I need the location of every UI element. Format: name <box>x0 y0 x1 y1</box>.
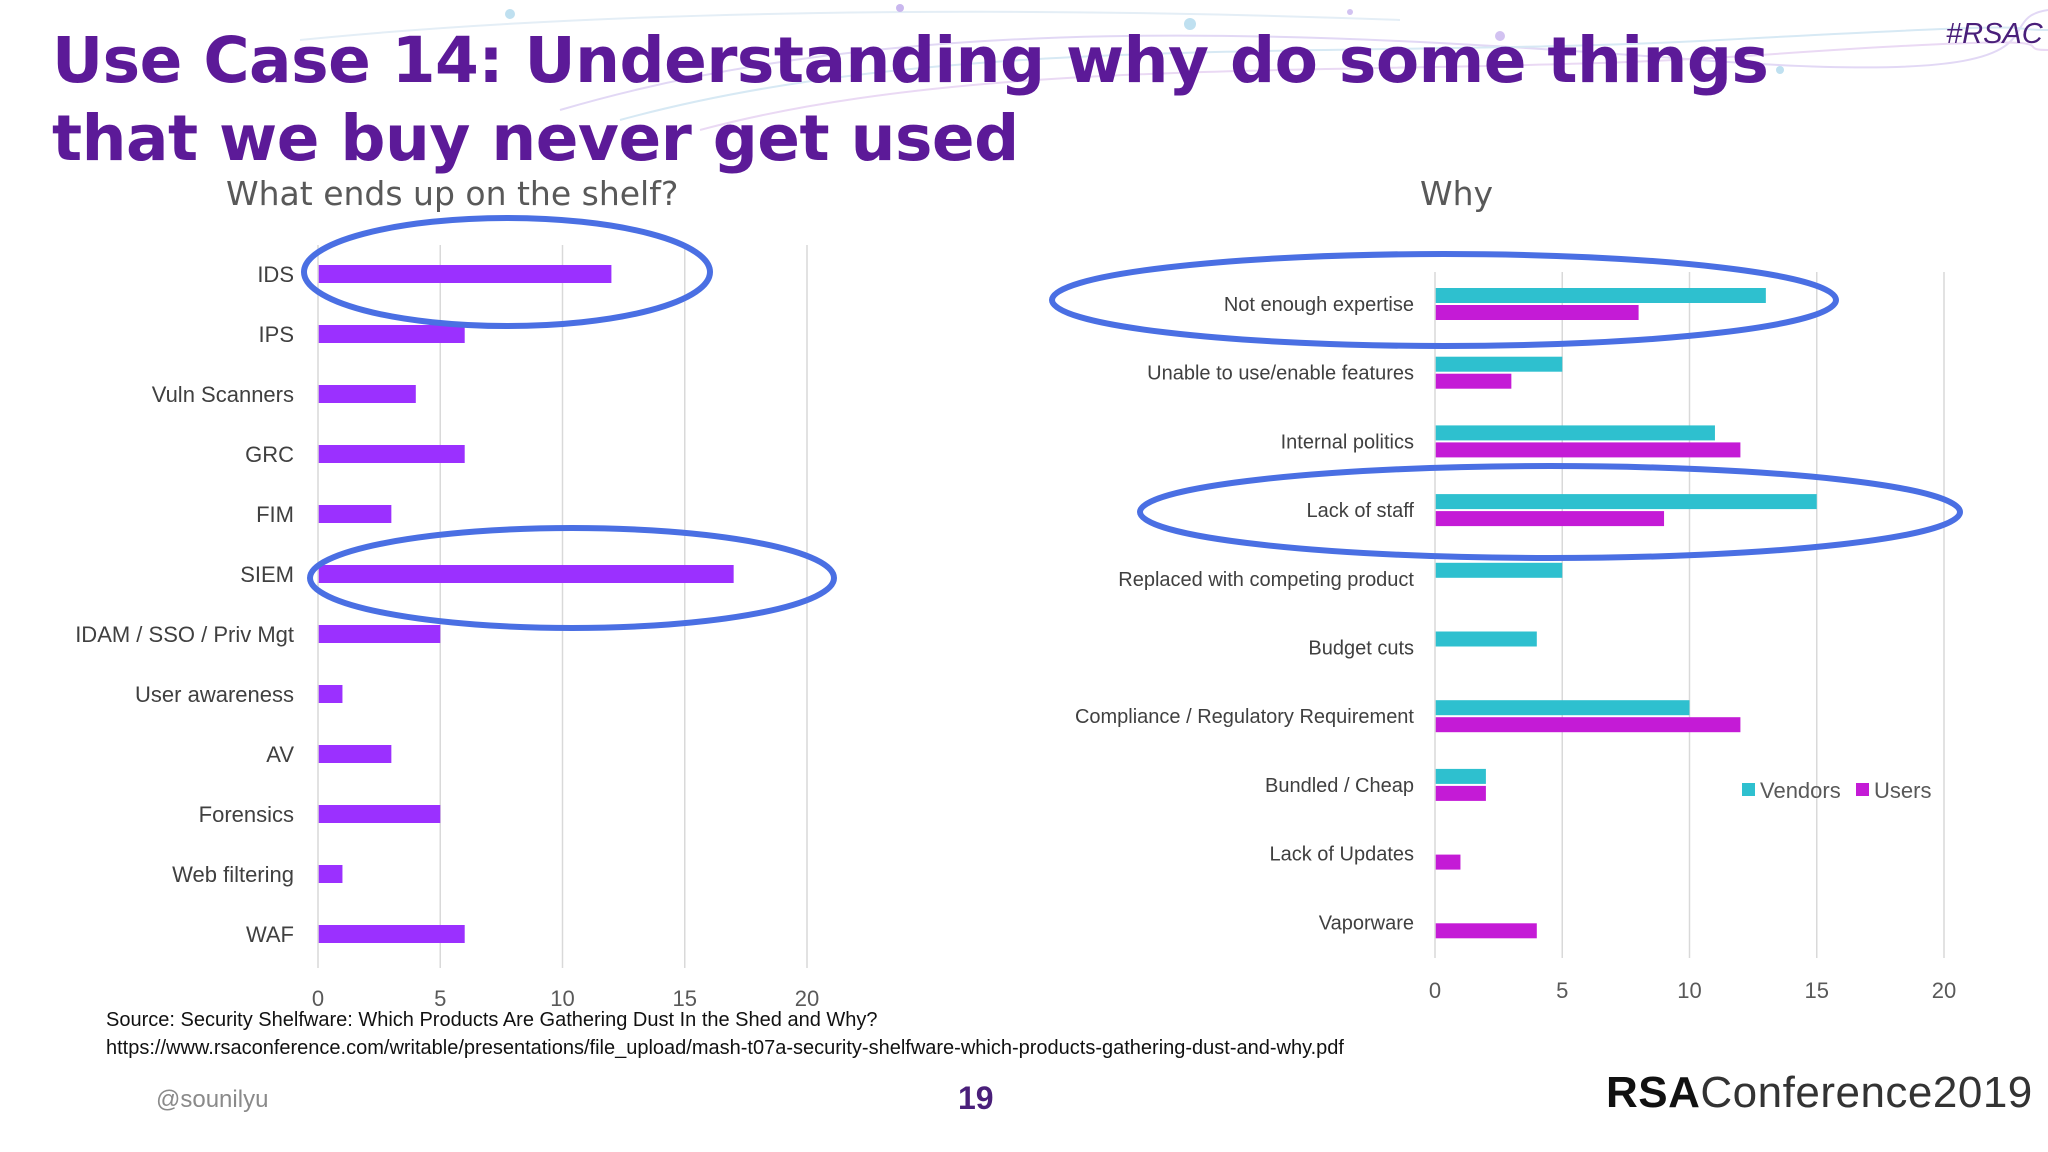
bar-av <box>318 745 392 763</box>
bar-vendors-budget-cuts <box>1435 631 1537 647</box>
page-number: 19 <box>958 1080 994 1116</box>
bar-vendors-lack-of-staff <box>1435 494 1817 510</box>
bar-ids <box>318 265 612 283</box>
category-label-web-filtering: Web filtering <box>172 862 294 887</box>
right-chart-title: Why <box>1420 174 1494 213</box>
bar-vendors-unable-to-use-enable-features <box>1435 356 1563 372</box>
legend-swatch-users <box>1856 783 1869 796</box>
bar-siem <box>318 565 734 583</box>
category-label-replaced-with-competing-product: Replaced with competing product <box>1118 569 1414 591</box>
highlight-ellipse-lack-of-staff <box>1137 463 1963 561</box>
bar-vendors-compliance-regulatory-requirement <box>1435 700 1690 716</box>
source-title: Source: Security Shelfware: Which Produc… <box>106 1009 878 1031</box>
category-label-idam-sso-priv-mgt: IDAM / SSO / Priv Mgt <box>75 622 294 647</box>
highlight-ellipse-not-enough-expertise <box>1049 251 1839 349</box>
x-tick-label-15: 15 <box>673 986 697 1011</box>
category-label-compliance-regulatory-requirement: Compliance / Regulatory Requirement <box>1075 706 1414 728</box>
category-label-unable-to-use-enable-features: Unable to use/enable features <box>1147 363 1414 385</box>
bar-vendors-bundled-cheap <box>1435 768 1486 784</box>
x-tick-label-5: 5 <box>1556 978 1568 1003</box>
category-label-vuln-scanners: Vuln Scanners <box>152 382 294 407</box>
hashtag-label: #RSAC <box>1946 18 2043 50</box>
bar-users-internal-politics <box>1435 442 1741 458</box>
legend-label-vendors: Vendors <box>1760 778 1841 803</box>
bar-users-not-enough-expertise <box>1435 305 1639 320</box>
category-label-budget-cuts: Budget cuts <box>1308 638 1414 660</box>
bar-web-filtering <box>318 865 343 883</box>
x-tick-label-0: 0 <box>312 986 324 1011</box>
highlight-ellipse-siem <box>307 525 837 631</box>
category-label-bundled-cheap: Bundled / Cheap <box>1265 775 1414 797</box>
category-label-lack-of-updates: Lack of Updates <box>1269 844 1414 866</box>
bar-idam-sso-priv-mgt <box>318 625 441 643</box>
highlight-ellipse-ids <box>301 215 713 329</box>
legend-label-users: Users <box>1874 778 1931 803</box>
category-label-av: AV <box>266 742 294 767</box>
category-label-forensics: Forensics <box>199 802 294 827</box>
bar-users-lack-of-staff <box>1435 511 1665 527</box>
x-tick-label-0: 0 <box>1429 978 1441 1003</box>
x-tick-label-20: 20 <box>1932 978 1956 1003</box>
category-label-ids: IDS <box>257 262 294 287</box>
logo-text: Conference2019 <box>1700 1068 2033 1117</box>
bar-vendors-replaced-with-competing-product <box>1435 562 1563 578</box>
x-tick-label-15: 15 <box>1805 978 1829 1003</box>
bar-users-unable-to-use-enable-features <box>1435 373 1512 389</box>
category-label-siem: SIEM <box>240 562 294 587</box>
bar-grc <box>318 445 465 463</box>
x-tick-label-10: 10 <box>550 986 574 1011</box>
bar-vuln-scanners <box>318 385 416 403</box>
category-label-fim: FIM <box>256 502 294 527</box>
bar-users-compliance-regulatory-requirement <box>1435 717 1741 733</box>
category-label-not-enough-expertise: Not enough expertise <box>1224 294 1414 316</box>
logo-bold-text: RSA <box>1606 1068 1701 1117</box>
bar-waf <box>318 925 465 943</box>
decorative-swirl <box>299 4 2048 131</box>
bar-vendors-not-enough-expertise <box>1435 288 1766 303</box>
bar-fim <box>318 505 392 523</box>
category-label-grc: GRC <box>245 442 294 467</box>
legend-swatch-vendors <box>1742 783 1755 796</box>
bar-ips <box>318 325 465 343</box>
source-url: https://www.rsaconference.com/writable/p… <box>106 1037 1344 1059</box>
bar-users-bundled-cheap <box>1435 785 1486 801</box>
category-label-internal-politics: Internal politics <box>1281 431 1414 453</box>
x-tick-label-20: 20 <box>795 986 819 1011</box>
slide-title: Use Case 14: Understanding why do some t… <box>52 24 1769 175</box>
category-label-waf: WAF <box>246 922 294 947</box>
x-tick-label-5: 5 <box>434 986 446 1011</box>
category-label-user-awareness: User awareness <box>135 682 294 707</box>
x-tick-label-10: 10 <box>1677 978 1701 1003</box>
category-label-vaporware: Vaporware <box>1319 912 1414 934</box>
twitter-handle: @sounilyu <box>156 1086 269 1113</box>
bar-vendors-internal-politics <box>1435 425 1715 441</box>
bar-users-lack-of-updates <box>1435 854 1461 870</box>
bar-forensics <box>318 805 441 823</box>
left-chart-title: What ends up on the shelf? <box>226 174 679 213</box>
source-citation: Source: Security Shelfware: Which Produc… <box>106 1006 1344 1062</box>
rsa-conference-logo: RSAConference2019 <box>1606 1068 2033 1118</box>
category-label-ips: IPS <box>259 322 294 347</box>
bar-users-vaporware <box>1435 923 1537 939</box>
category-label-lack-of-staff: Lack of staff <box>1307 500 1415 522</box>
bar-user-awareness <box>318 685 343 703</box>
